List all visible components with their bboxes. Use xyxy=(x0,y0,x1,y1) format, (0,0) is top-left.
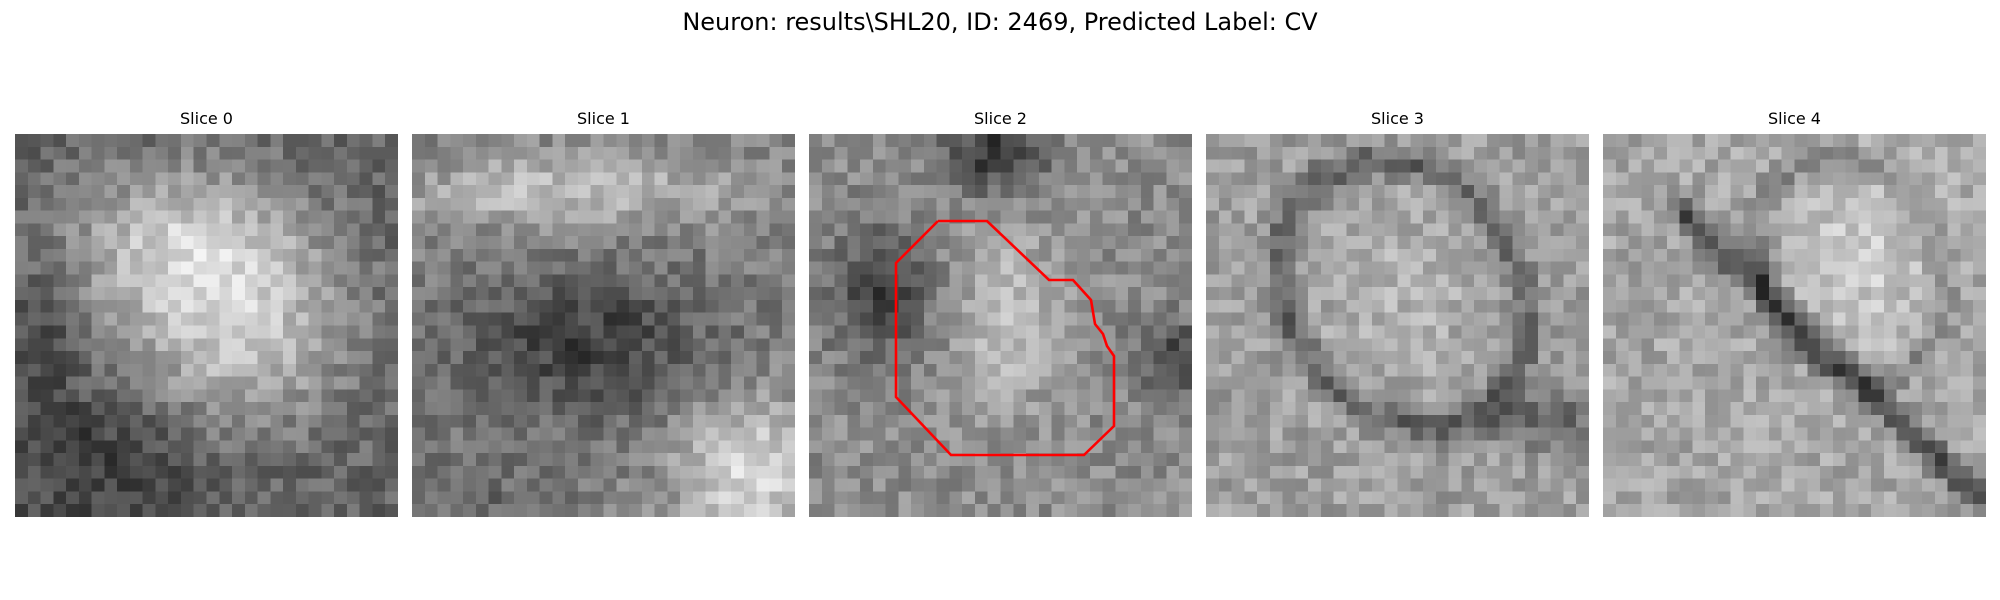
slice-panel-1: Slice 1 xyxy=(412,108,795,517)
slice-panel-2: Slice 2 xyxy=(809,108,1192,517)
slice-image-3 xyxy=(1206,134,1589,517)
slice-image-1 xyxy=(412,134,795,517)
slice-title-4: Slice 4 xyxy=(1768,109,1821,128)
slice-panel-3: Slice 3 xyxy=(1206,108,1589,517)
slice-image-4 xyxy=(1603,134,1986,517)
slice-panel-0: Slice 0 xyxy=(15,108,398,517)
slice-title-0: Slice 0 xyxy=(180,109,233,128)
slice-title-2: Slice 2 xyxy=(974,109,1027,128)
slice-image-0 xyxy=(15,134,398,517)
figure-title: Neuron: results\SHL20, ID: 2469, Predict… xyxy=(682,8,1318,36)
slice-title-3: Slice 3 xyxy=(1371,109,1424,128)
slice-image-2 xyxy=(809,134,1192,517)
slice-title-1: Slice 1 xyxy=(577,109,630,128)
slice-panel-4: Slice 4 xyxy=(1603,108,1986,517)
